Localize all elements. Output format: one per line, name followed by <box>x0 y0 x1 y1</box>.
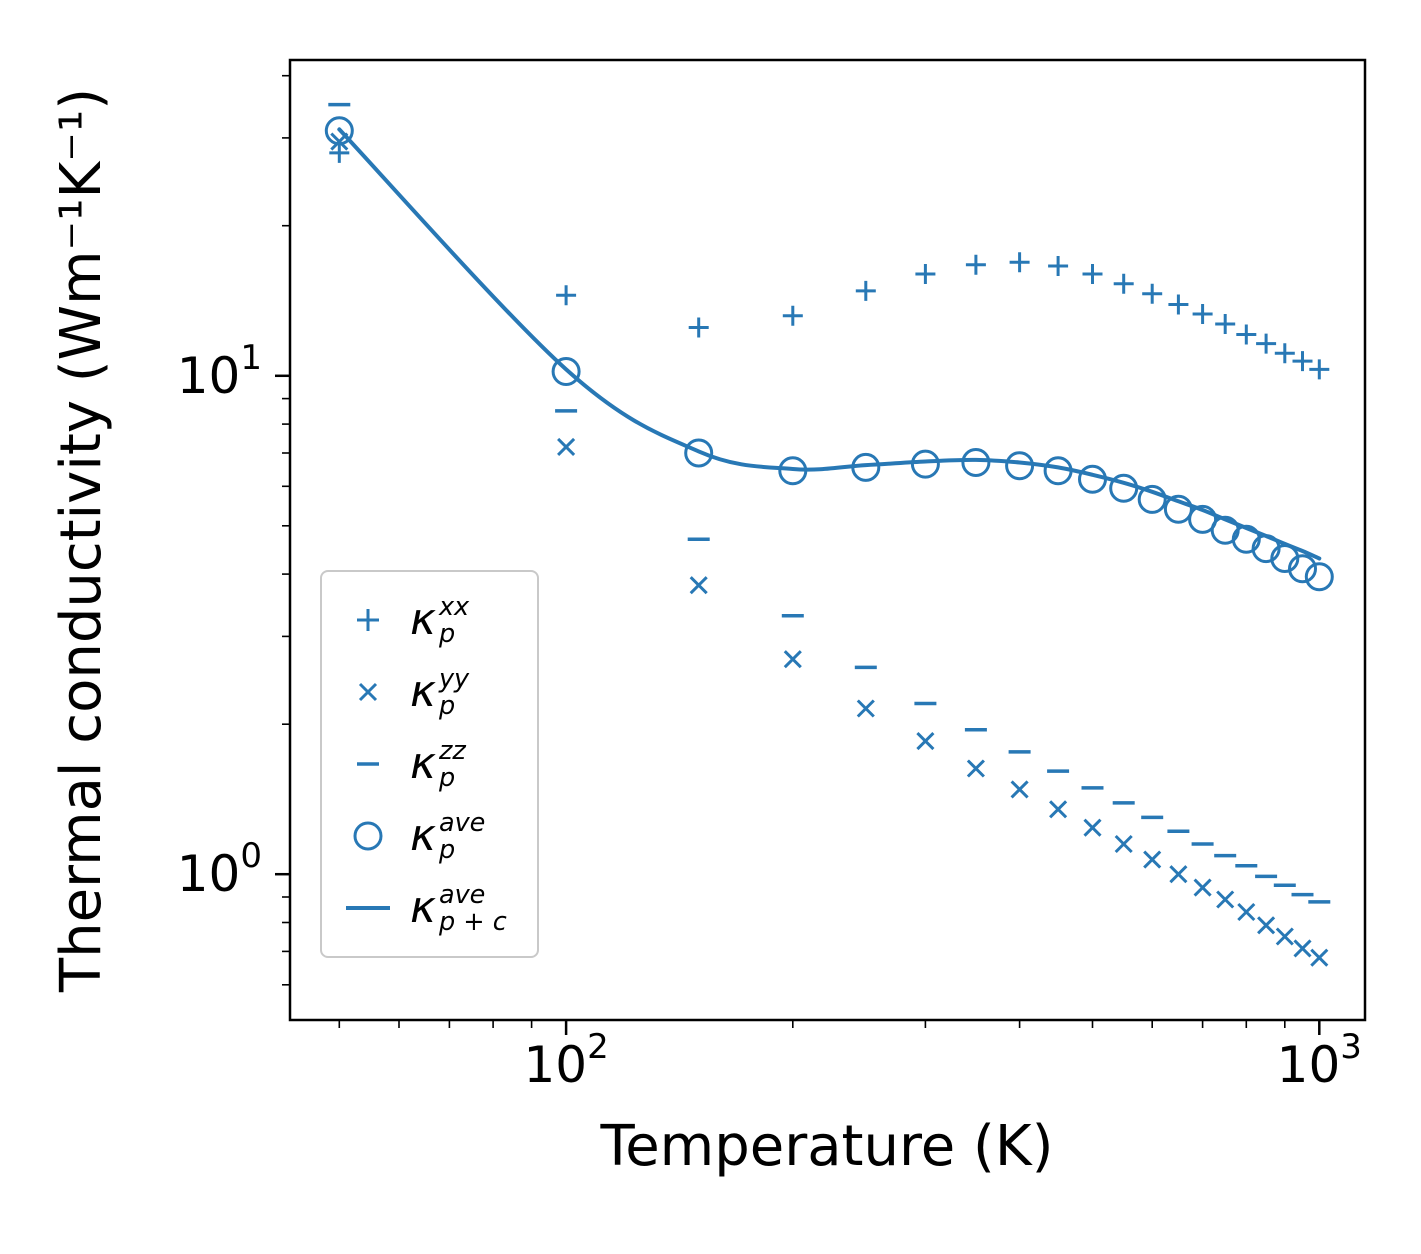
series-kappa-p-ave <box>324 116 1334 592</box>
series-kappa-p-xx <box>329 142 1330 380</box>
plot-area: 102 103 100 101 <box>177 58 1367 1094</box>
legend-marker-cross-icon <box>358 682 378 702</box>
series-kappa-p-yy <box>330 132 1329 967</box>
legend-item-kappa-p-ave: κ ave p <box>340 804 507 868</box>
legend-label-kappa-p-yy: κ yy p <box>410 664 470 721</box>
legend-marker-dash-icon <box>357 762 379 766</box>
legend-marker-circle-icon <box>353 821 383 851</box>
y-tick-label: 101 <box>177 338 262 405</box>
y-axis-title: Thermal conductivity (Wm⁻¹K⁻¹) <box>49 88 114 993</box>
legend-label-kappa-p-xx: κ xx p <box>410 592 470 649</box>
legend-item-kappa-p-yy: κ yy p <box>340 660 507 724</box>
legend-label-kappa-p-ave: κ ave p <box>410 808 486 865</box>
legend: κ xx p κ yy p κ zz p κ ave p κ ave p + c <box>320 570 539 958</box>
legend-marker-line-icon <box>346 906 390 910</box>
series-kappa-p-zz <box>328 102 1331 904</box>
x-tick-label: 102 <box>523 1027 608 1094</box>
legend-label-kappa-p-zz: κ zz p <box>410 736 466 793</box>
x-tick-label: 103 <box>1277 1027 1362 1094</box>
x-axis-title: Temperature (K) <box>600 1114 1054 1179</box>
legend-item-kappa-p-xx: κ xx p <box>340 588 507 652</box>
legend-item-kappa-p-plus-c-ave: κ ave p + c <box>340 876 507 940</box>
axis-ticks: 102 103 100 101 <box>177 74 1362 1094</box>
plot-spines <box>288 58 1367 1022</box>
y-tick-label: 100 <box>177 836 262 903</box>
legend-label-kappa-p-plus-c-ave: κ ave p + c <box>410 880 507 937</box>
legend-marker-plus-icon <box>357 609 379 631</box>
series-kappa-p-plus-c-ave <box>337 127 1322 561</box>
legend-item-kappa-p-zz: κ zz p <box>340 732 507 796</box>
